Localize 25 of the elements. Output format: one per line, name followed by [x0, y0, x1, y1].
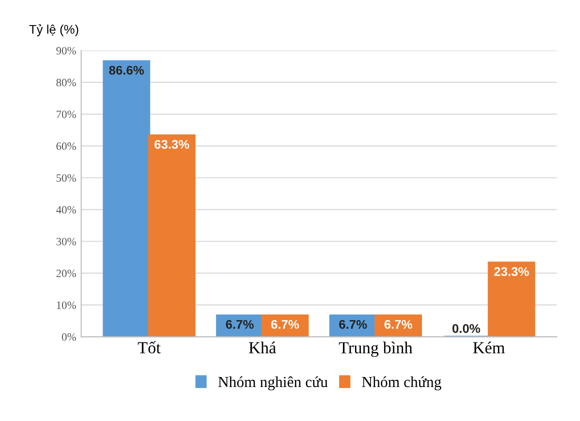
legend-label: Nhóm chứng: [362, 376, 442, 390]
y-tick-label: 40%: [56, 206, 76, 214]
y-axis-title: Tỷ lệ (%): [29, 24, 78, 36]
data-label: 6.7%: [384, 320, 412, 329]
data-label: 63.3%: [154, 140, 190, 149]
y-tick-label: 0%: [62, 333, 76, 341]
y-tick-label: 10%: [56, 301, 76, 309]
y-tick-label: 60%: [56, 142, 76, 150]
data-label: 0.0%: [452, 324, 480, 333]
data-label: 6.7%: [226, 320, 254, 329]
y-tick-label: 20%: [56, 270, 76, 278]
data-label: 86.6%: [109, 66, 144, 75]
x-tick-label: Trung bình: [338, 342, 412, 357]
data-label: 6.7%: [339, 320, 367, 329]
y-tick-label: 70%: [56, 110, 76, 118]
x-tick-label: Kém: [473, 342, 505, 354]
y-tick-label: 80%: [56, 78, 76, 86]
x-tick-label: Tốt: [138, 341, 161, 354]
y-tick-label: 50%: [56, 174, 76, 182]
data-label: 6.7%: [271, 320, 299, 329]
x-tick-label: Khá: [248, 342, 276, 354]
y-tick-label: 90%: [56, 46, 76, 55]
legend-label: Nhóm nghiên cứu: [218, 376, 328, 390]
data-label: 23.3%: [494, 267, 529, 276]
y-tick-label: 30%: [56, 238, 76, 246]
